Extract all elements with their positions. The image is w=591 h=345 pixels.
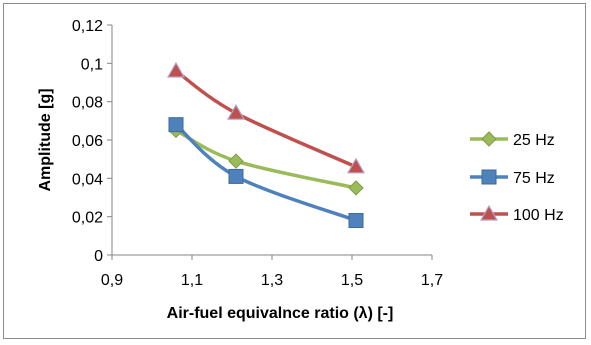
y-tick-label: 0 (94, 248, 103, 265)
y-tick-label: 0,06 (72, 133, 103, 150)
data-point-marker (226, 103, 246, 120)
y-tick-label: 0,12 (72, 18, 103, 35)
series-line (174, 122, 358, 223)
data-point-marker (348, 180, 364, 196)
x-tick-label: 1,5 (341, 272, 363, 289)
y-tick-label: 0,1 (81, 56, 103, 73)
x-tick-label: 1,1 (181, 272, 203, 289)
legend-label: 75 Hz (513, 170, 555, 187)
legend-item: 100 Hz (470, 204, 564, 224)
series-100-hz (166, 61, 366, 174)
legend-label: 25 Hz (513, 132, 555, 149)
x-tick-label: 1,7 (421, 272, 443, 289)
legend-item: 25 Hz (470, 131, 555, 149)
series-layer (166, 61, 366, 228)
series-75-hz (168, 117, 364, 228)
data-point-marker (228, 168, 244, 184)
series-line (174, 128, 358, 190)
data-point-marker (168, 117, 184, 133)
series-25-hz (168, 122, 364, 196)
y-axis-title: Amplitude [g] (37, 88, 54, 191)
y-tick-label: 0,08 (72, 95, 103, 112)
data-point-marker (346, 157, 366, 174)
y-tick-label: 0,04 (72, 171, 103, 188)
y-tick-label: 0,02 (72, 210, 103, 227)
x-tick-label: 1,3 (261, 272, 283, 289)
y-axis-ticks: 0 0,02 0,04 0,06 0,08 0,1 0,12 (72, 18, 112, 265)
data-point-marker (166, 61, 186, 78)
x-tick-label: 0,9 (101, 272, 123, 289)
data-point-marker (228, 153, 244, 169)
x-axis-ticks: 0,9 1,1 1,3 1,5 1,7 (101, 255, 443, 289)
legend-item: 75 Hz (470, 169, 555, 187)
chart-axes (111, 25, 432, 256)
legend-marker (481, 131, 497, 147)
legend-marker (481, 169, 497, 185)
data-point-marker (348, 213, 364, 228)
legend-marker (479, 204, 499, 221)
x-axis-title: Air-fuel equivalnce ratio (λ) [-] (167, 305, 394, 322)
legend: 25 Hz 75 Hz 100 Hz (470, 131, 564, 224)
legend-label: 100 Hz (513, 207, 564, 224)
